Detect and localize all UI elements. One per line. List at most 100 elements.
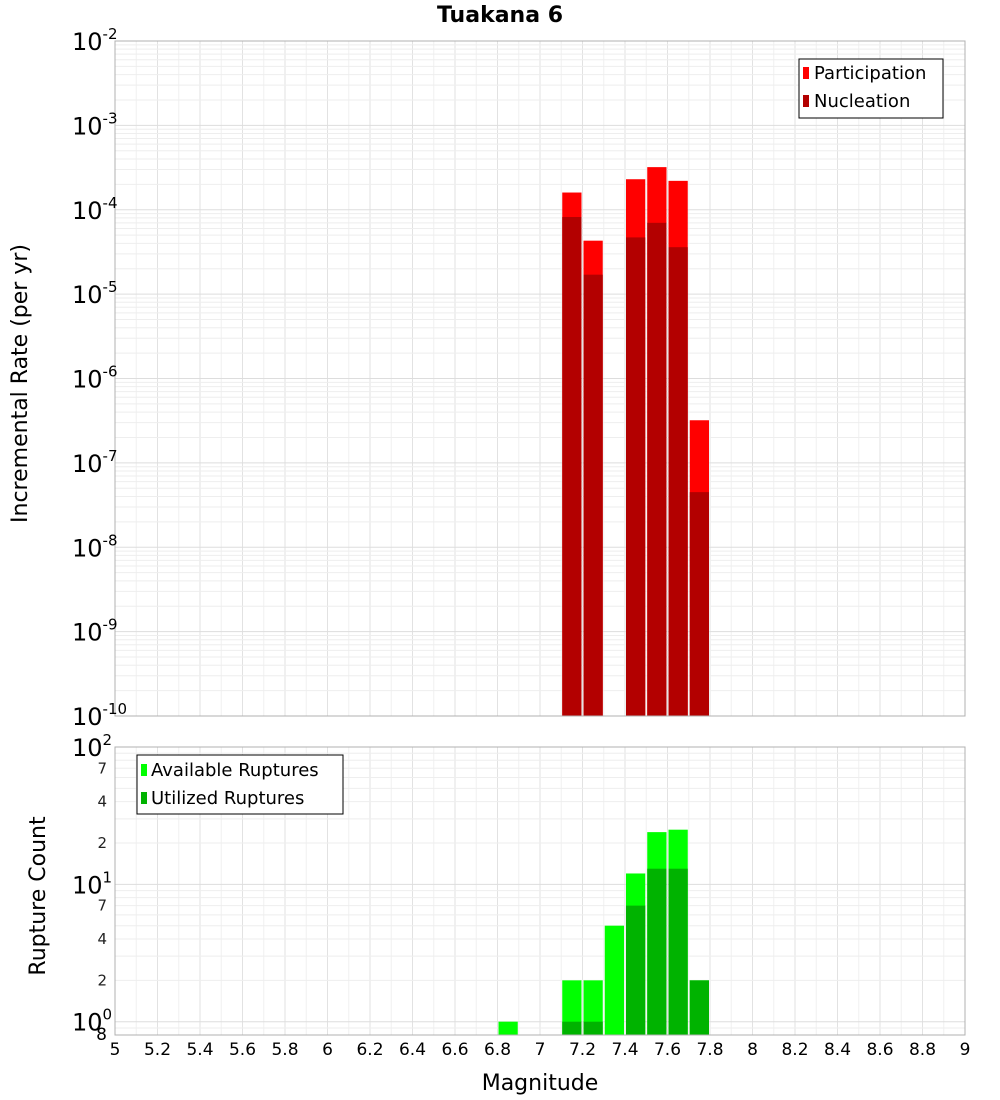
x-tick-label: 7.8 (696, 1040, 723, 1060)
y-tick-label: 10-3 (72, 109, 118, 140)
x-tick-label: 6.8 (484, 1040, 511, 1060)
legend-box (798, 58, 944, 119)
x-tick-label: 8.4 (824, 1040, 851, 1060)
x-tick-label: 6 (322, 1040, 333, 1060)
utilized-ruptures-bar (668, 868, 688, 1035)
nucleation-bar (647, 222, 667, 716)
y-axis-label: Incremental Rate (per yr) (8, 244, 33, 523)
y-tick-base: 10 (72, 734, 103, 762)
y-tick-label: 100 (72, 1006, 112, 1037)
y-tick-label: 10-4 (72, 194, 118, 225)
legend-label: Participation (814, 63, 926, 84)
y-tick-base: 10 (72, 197, 103, 225)
y-minor-tick-label: 7 (97, 759, 107, 777)
utilized-ruptures-bar (647, 868, 667, 1035)
y-tick-label: 10-6 (72, 363, 118, 394)
x-tick-label: 8.2 (781, 1040, 808, 1060)
y-tick-base: 10 (72, 450, 103, 478)
legend-swatch (803, 95, 809, 107)
y-minor-tick-label: 7 (97, 897, 107, 915)
x-tick-label: 6.4 (399, 1040, 426, 1060)
x-axis-label: Magnitude (482, 1071, 599, 1096)
nucleation-bar (562, 217, 582, 716)
available-ruptures-bar (604, 925, 624, 1035)
y-tick-label: 10-10 (72, 700, 127, 731)
x-tick-label: 6.2 (356, 1040, 383, 1060)
nucleation-bar (689, 492, 709, 716)
x-tick-label: 7 (535, 1040, 546, 1060)
legend-swatch (141, 792, 147, 804)
legend-swatch (141, 764, 147, 776)
y-tick-base: 10 (72, 1009, 103, 1037)
x-tick-label: 7.2 (569, 1040, 596, 1060)
y-minor-tick-label: 2 (97, 971, 107, 989)
y-minor-tick-label: 8 (96, 1025, 107, 1045)
x-tick-label: 5 (110, 1040, 121, 1060)
y-tick-base: 10 (72, 619, 103, 647)
y-tick-label: 10-9 (72, 616, 118, 647)
y-tick-exponent: 1 (103, 868, 113, 886)
x-tick-label: 8.8 (909, 1040, 936, 1060)
y-tick-exponent: -3 (103, 109, 118, 127)
y-tick-exponent: -10 (103, 700, 128, 718)
legend-box (136, 754, 344, 815)
y-tick-exponent: -7 (103, 447, 118, 465)
rate-plot-frame (114, 40, 966, 717)
y-tick-exponent: -9 (103, 616, 118, 634)
y-tick-label: 10-5 (72, 278, 118, 309)
y-tick-base: 10 (72, 112, 103, 140)
available-ruptures-bar (562, 980, 582, 1035)
y-tick-exponent: 2 (103, 731, 113, 749)
count-plot-frame (114, 746, 966, 1036)
y-minor-tick-label: 4 (97, 793, 107, 811)
x-tick-label: 8 (747, 1040, 758, 1060)
legend-label: Available Ruptures (151, 760, 319, 781)
count-legend: Available Ruptures Utilized Ruptures (136, 754, 344, 815)
available-ruptures-bar (583, 980, 603, 1035)
x-tick-label: 7.4 (611, 1040, 638, 1060)
x-tick-label: 6.6 (441, 1040, 468, 1060)
y-tick-exponent: -6 (103, 363, 118, 381)
y-tick-label: 10-8 (72, 531, 118, 562)
legend-label: Nucleation (814, 91, 910, 112)
utilized-ruptures-bar (583, 1021, 603, 1035)
x-tick-label: 8.6 (866, 1040, 893, 1060)
y-tick-label: 10-2 (72, 25, 118, 56)
available-ruptures-bar (498, 1021, 518, 1035)
nucleation-bar (668, 247, 688, 716)
y-tick-base: 10 (72, 534, 103, 562)
legend-swatch (803, 67, 809, 79)
y-tick-base: 10 (72, 281, 103, 309)
y-tick-base: 10 (72, 28, 103, 56)
utilized-ruptures-bar (562, 1021, 582, 1035)
nucleation-bar (583, 274, 603, 716)
rate-plot: 10-1010-910-810-710-610-510-410-310-2Inc… (8, 25, 966, 731)
y-minor-tick-label: 2 (97, 834, 107, 852)
y-tick-base: 10 (72, 871, 103, 899)
x-tick-label: 5.2 (144, 1040, 171, 1060)
utilized-ruptures-bar (626, 905, 646, 1035)
y-tick-exponent: -5 (103, 278, 118, 296)
y-tick-base: 10 (72, 703, 103, 731)
y-tick-label: 10-7 (72, 447, 118, 478)
y-tick-base: 10 (72, 366, 103, 394)
rate-legend: Participation Nucleation (798, 58, 944, 119)
y-tick-exponent: -8 (103, 531, 118, 549)
x-tick-label: 5.6 (229, 1040, 256, 1060)
x-tick-label: 7.6 (654, 1040, 681, 1060)
y-tick-exponent: -2 (103, 25, 118, 43)
nucleation-bar (626, 237, 646, 716)
y-tick-exponent: 0 (103, 1006, 113, 1024)
x-tick-label: 5.4 (186, 1040, 213, 1060)
x-tick-label: 9 (960, 1040, 971, 1060)
y-tick-exponent: -4 (103, 194, 118, 212)
y-tick-label: 101 (72, 868, 112, 899)
chart-title: Tuakana 6 (437, 3, 563, 28)
y-axis-label: Rupture Count (26, 816, 51, 976)
y-minor-tick-label: 4 (97, 930, 107, 948)
utilized-ruptures-bar (689, 980, 709, 1035)
y-tick-label: 102 (72, 731, 112, 762)
legend-label: Utilized Ruptures (151, 788, 304, 809)
